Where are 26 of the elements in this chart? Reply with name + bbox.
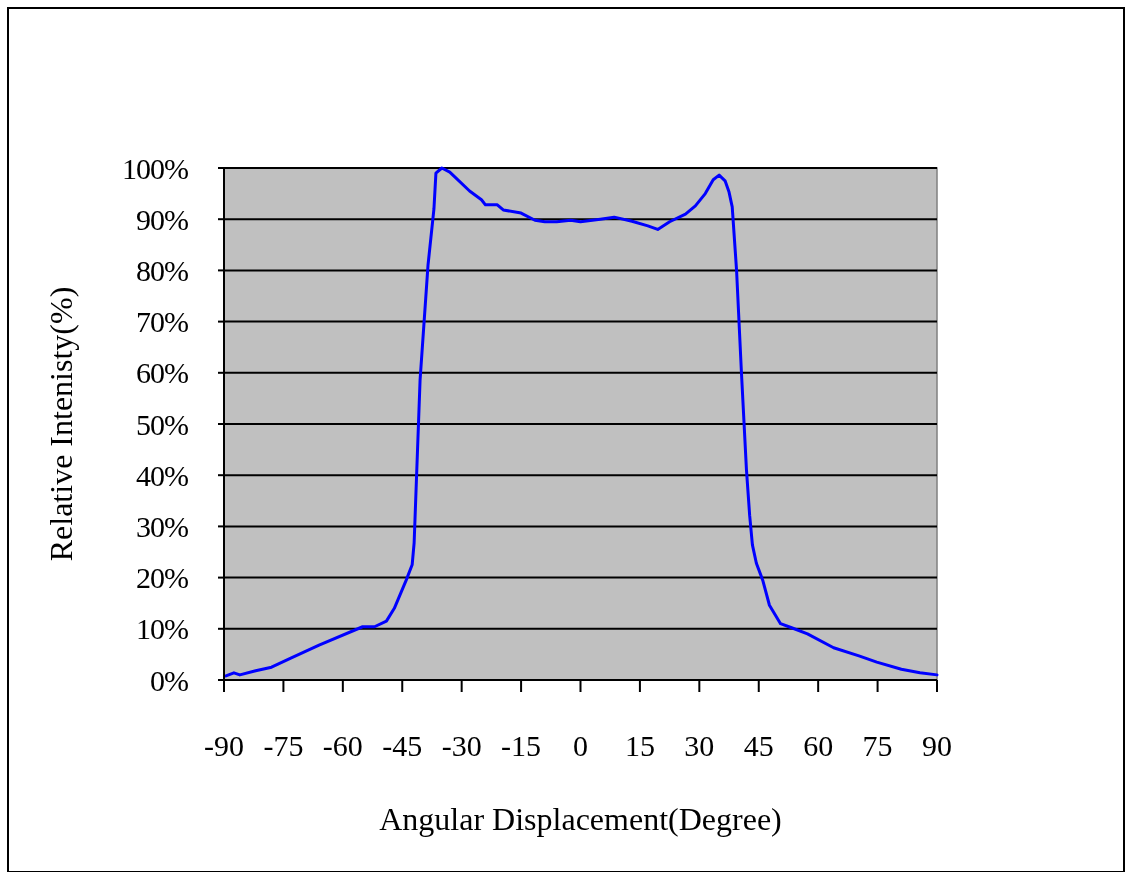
x-tick-label: -45 <box>382 729 423 762</box>
x-tick-label: -15 <box>501 729 542 762</box>
x-tick-label: 60 <box>803 729 834 762</box>
y-tick-label: 90% <box>136 202 188 236</box>
y-tick-label: 70% <box>136 305 188 339</box>
x-tick-label: 15 <box>624 729 655 762</box>
x-axis-title: Angular Displacement(Degree) <box>379 801 782 837</box>
y-tick-label: 100% <box>122 151 188 185</box>
x-tick-label: -75 <box>263 729 304 762</box>
y-tick-label: 0% <box>150 663 188 697</box>
x-tick-label: 30 <box>684 729 715 762</box>
x-tick-label: 0 <box>573 729 588 762</box>
y-axis-title: Relative Intenisty(%) <box>43 286 79 562</box>
y-tick-label: 20% <box>136 561 188 595</box>
y-tick-label: 80% <box>136 253 188 287</box>
x-tick-label: 75 <box>862 729 893 762</box>
y-tick-label: 10% <box>136 612 188 646</box>
y-tick-label: 50% <box>136 407 188 441</box>
y-tick-label: 30% <box>136 509 188 543</box>
x-tick-label: 90 <box>922 729 952 762</box>
y-tick-label: 60% <box>136 356 188 390</box>
x-tick-label: 45 <box>743 729 774 762</box>
x-tick-label: -90 <box>204 729 244 762</box>
x-tick-label: -60 <box>322 729 363 762</box>
y-tick-label: 40% <box>136 458 188 492</box>
x-tick-label: -30 <box>441 729 482 762</box>
